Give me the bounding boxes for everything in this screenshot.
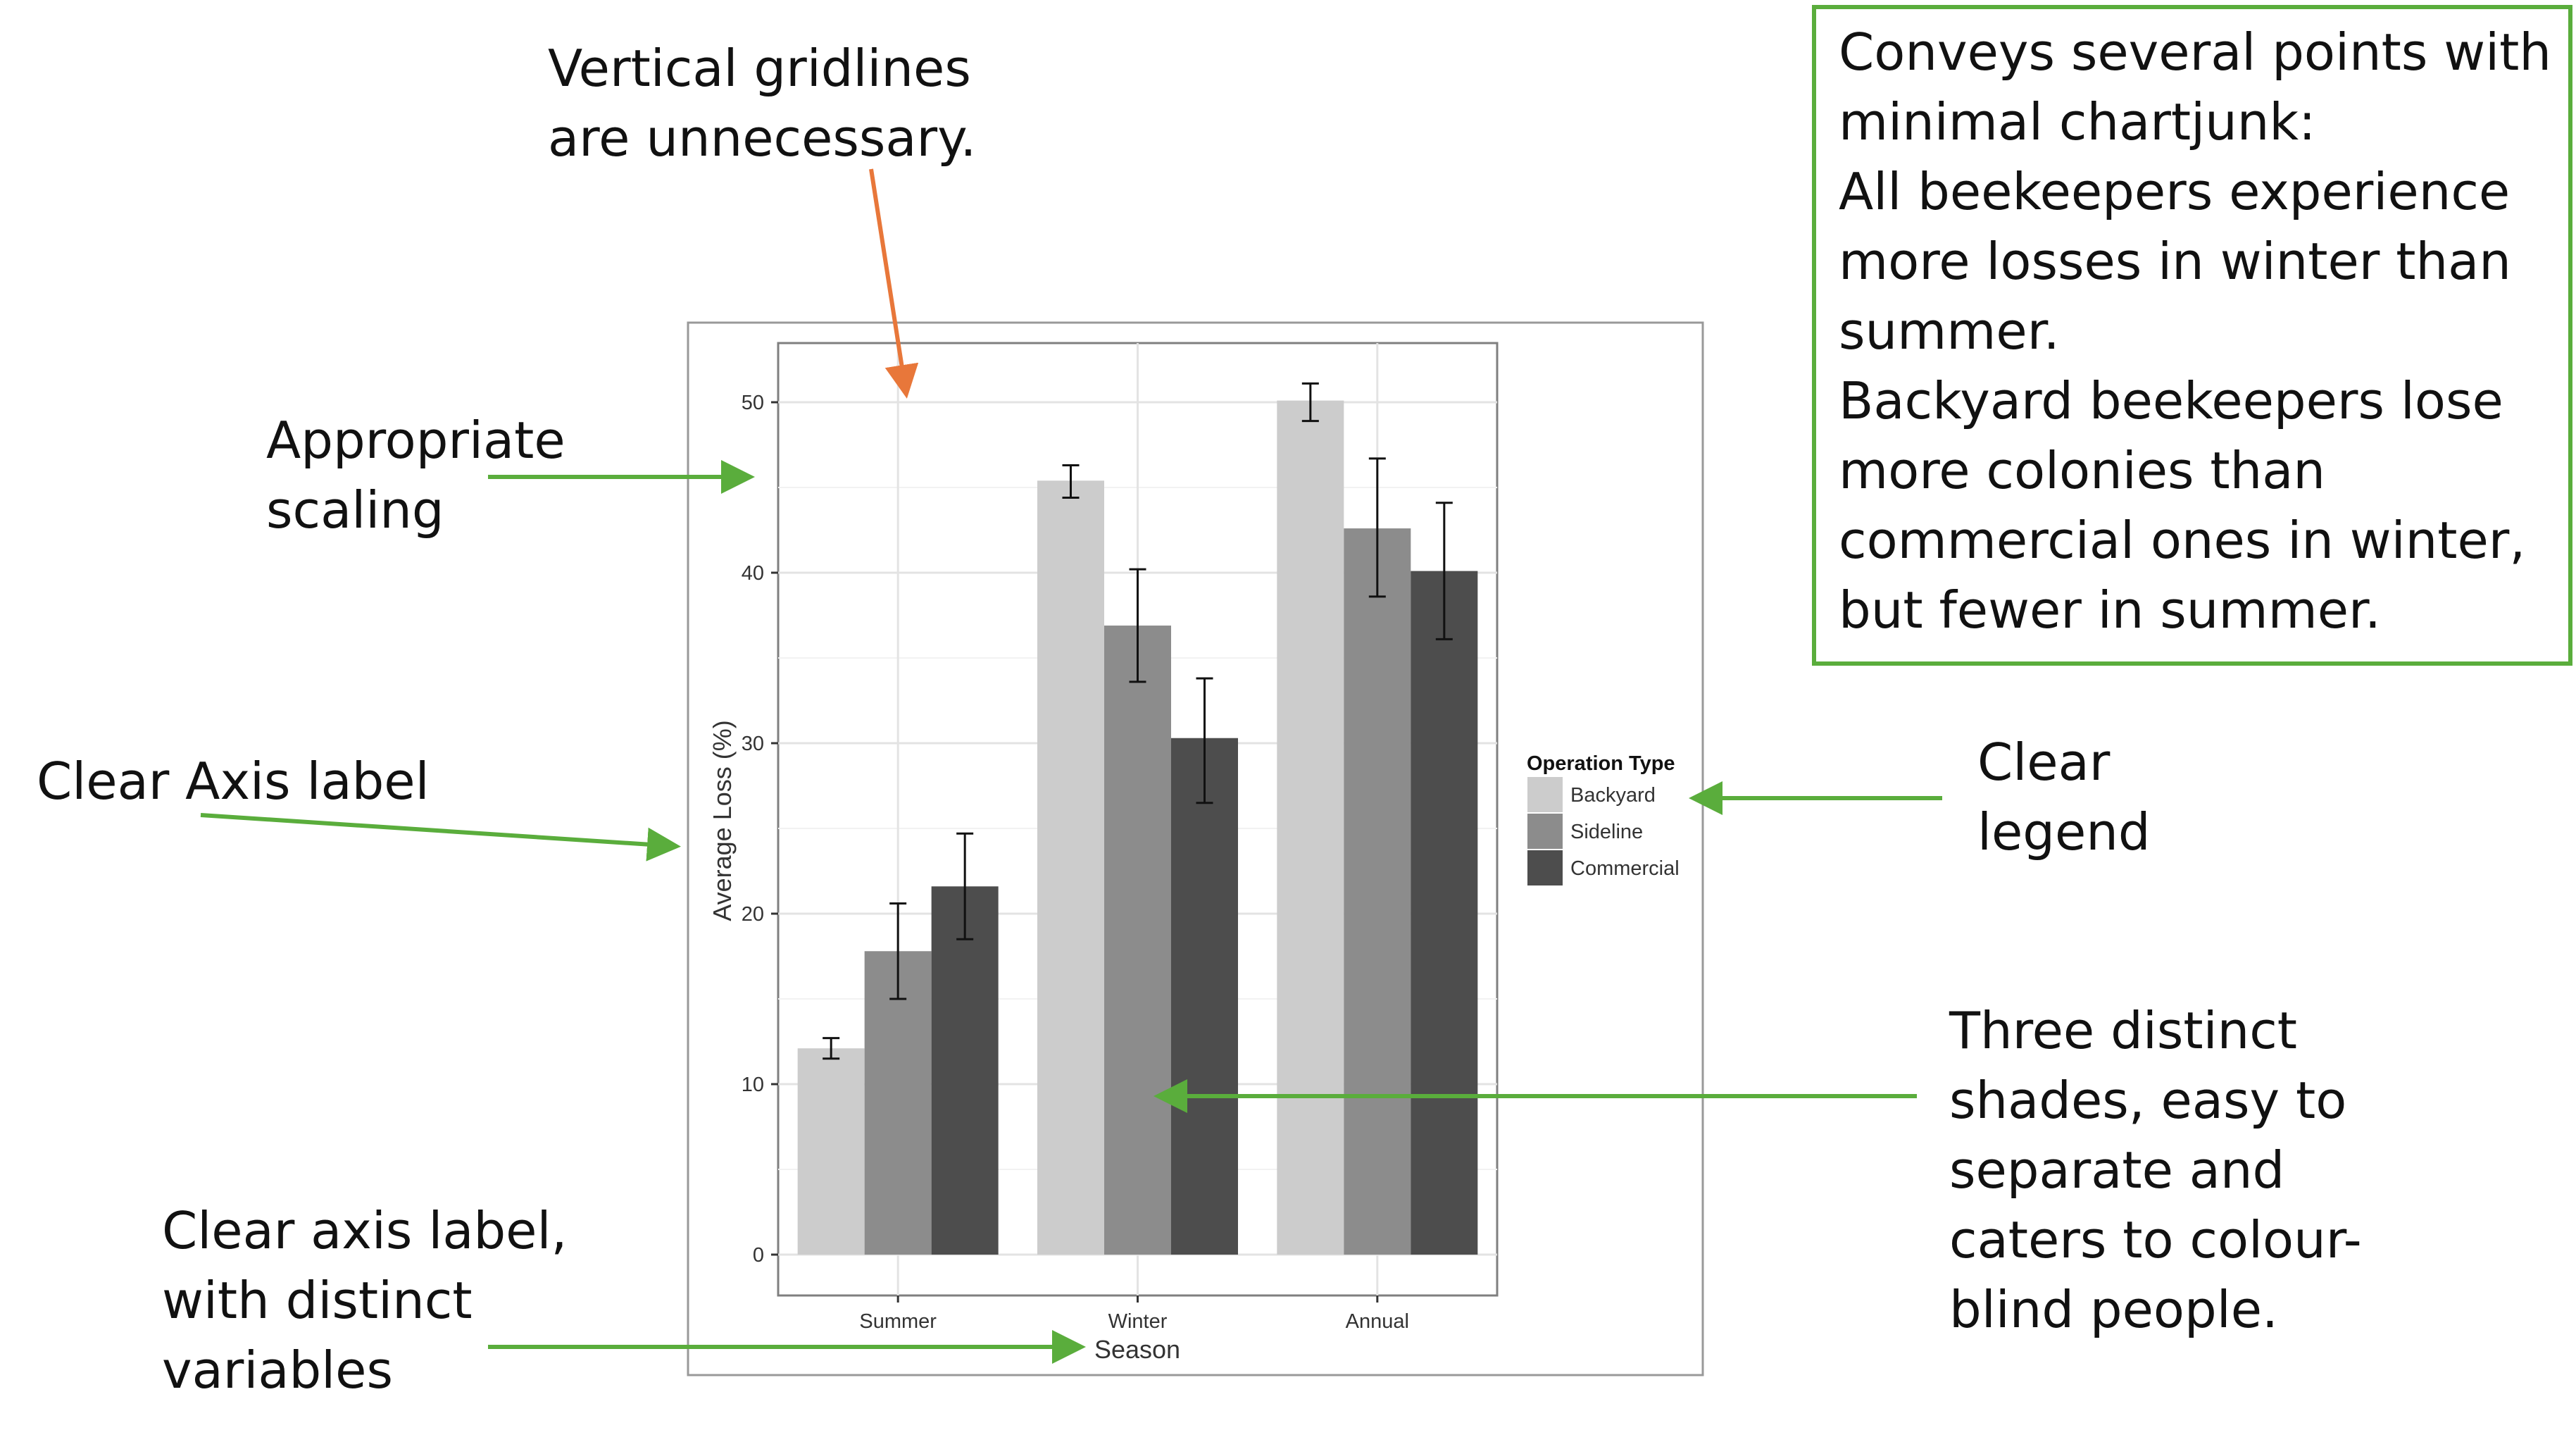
legend-swatch-commercial — [1526, 849, 1564, 887]
y-axis-title: Average Loss (%) — [708, 720, 737, 921]
legend: Operation Type Backyard Sideline Commercia… — [1526, 752, 1680, 887]
legend-label-backyard: Backyard — [1570, 784, 1656, 807]
bar-sideline-summer — [864, 951, 932, 1255]
legend-items: Backyard Sideline Commercial — [1526, 776, 1680, 887]
annotation-scaling: Appropriate scaling — [266, 411, 755, 540]
y-tick-label: 50 — [742, 392, 764, 414]
x-axis-title: Season — [1094, 1335, 1180, 1364]
bar-backyard-annual — [1277, 400, 1344, 1255]
annotation-shades: Three distinct shades, easy to separate … — [1153, 1001, 2362, 1339]
summary-line-1: Conveys several points with — [1839, 23, 2551, 82]
y-tick-label: 30 — [742, 733, 764, 755]
bar-sideline-annual — [1344, 528, 1411, 1255]
bar-commercial-winter — [1171, 738, 1238, 1255]
summary-box: Conveys several points with minimal char… — [1812, 5, 2572, 666]
summary-box-border — [1812, 5, 2572, 666]
y-tick-label: 0 — [753, 1244, 764, 1267]
annotation-axis-label-line-1: Clear Axis label — [37, 752, 430, 811]
annotation-legend: Clear legend — [1689, 733, 2151, 862]
annotation-shades-line-4: caters to colour- — [1949, 1210, 2362, 1269]
error-bars — [823, 382, 1453, 1060]
x-tick-label: Annual — [1346, 1310, 1409, 1333]
summary-line-9: but fewer in summer. — [1839, 580, 2381, 640]
legend-title: Operation Type — [1527, 752, 1675, 775]
annotation-gridlines-line-2: are unnecessary. — [548, 108, 976, 168]
annotation-scaling-line-1: Appropriate — [266, 411, 565, 470]
annotation-shades-line-5: blind people. — [1949, 1280, 2278, 1339]
annotation-x-axis-label-line-1: Clear axis label, — [162, 1201, 567, 1260]
x-tick-label: Winter — [1108, 1310, 1168, 1333]
summary-line-8: commercial ones in winter, — [1839, 511, 2525, 570]
annotation-x-axis-label: Clear axis label, with distinct variable… — [162, 1201, 1086, 1400]
annotation-gridlines: Vertical gridlines are unnecessary. — [548, 39, 976, 399]
green-arrow-axis-label — [200, 813, 681, 862]
bar-commercial-annual — [1411, 571, 1478, 1255]
annotation-scaling-line-2: scaling — [266, 480, 444, 540]
annotation-x-axis-label-line-2: with distinct — [162, 1271, 473, 1330]
summary-line-6: Backyard beekeepers lose — [1839, 371, 2503, 430]
annotation-shades-line-3: separate and — [1949, 1140, 2284, 1200]
summary-line-4: more losses in winter than — [1839, 232, 2511, 291]
annotation-legend-line-1: Clear — [1977, 733, 2111, 792]
legend-swatch-backyard — [1526, 776, 1564, 814]
summary-line-7: more colonies than — [1839, 441, 2325, 500]
annotation-shades-line-2: shades, easy to — [1949, 1071, 2346, 1130]
summary-line-3: All beekeepers experience — [1839, 162, 2510, 221]
annotation-gridlines-line-1: Vertical gridlines — [548, 39, 971, 98]
y-tick-label: 10 — [742, 1074, 764, 1096]
legend-swatch-sideline — [1526, 812, 1564, 850]
annotation-legend-line-2: legend — [1977, 802, 2151, 862]
bar-backyard-summer — [797, 1048, 865, 1255]
y-tick-label: 40 — [742, 562, 764, 585]
annotation-x-axis-label-line-3: variables — [162, 1341, 393, 1400]
bar-sideline-winter — [1104, 626, 1171, 1255]
summary-line-5: summer. — [1839, 302, 2060, 361]
y-tick-label: 20 — [742, 903, 764, 926]
y-axis-ticks: 0 10 20 30 40 50 — [742, 392, 778, 1267]
legend-label-sideline: Sideline — [1570, 821, 1643, 843]
x-axis-ticks: Summer Winter Annual — [859, 1295, 1409, 1333]
orange-arrow — [869, 168, 919, 399]
bar-commercial-summer — [931, 886, 999, 1255]
annotation-shades-line-1: Three distinct — [1949, 1001, 2297, 1060]
bar-backyard-winter — [1037, 480, 1104, 1255]
bars — [797, 400, 1478, 1255]
summary-line-2: minimal chartjunk: — [1839, 92, 2315, 151]
annotation-axis-label: Clear Axis label — [37, 752, 681, 862]
legend-label-commercial: Commercial — [1570, 857, 1680, 880]
x-tick-label: Summer — [859, 1310, 937, 1333]
